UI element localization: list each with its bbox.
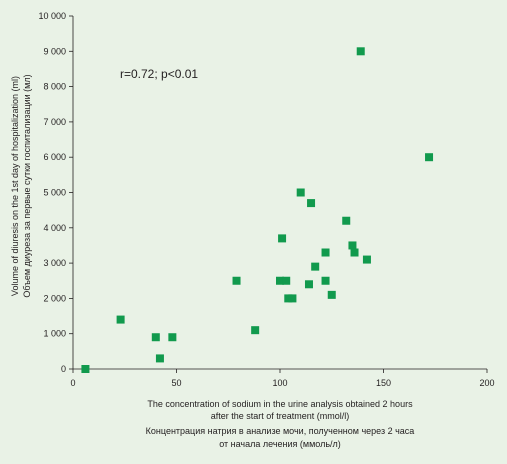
data-point xyxy=(288,294,297,303)
y-tick-label: 3 000 xyxy=(43,258,66,268)
y-tick-label: 6 000 xyxy=(43,152,66,162)
data-point xyxy=(321,248,330,257)
x-tick-label: 150 xyxy=(376,378,391,388)
data-point xyxy=(327,290,336,299)
data-point xyxy=(311,262,320,271)
data-point xyxy=(350,248,359,257)
x-axis-title-line-1: The concentration of sodium in the urine… xyxy=(147,399,413,409)
x-tick-label: 100 xyxy=(272,378,287,388)
y-axis-title-english: Volume of diuresis on the 1st day of hos… xyxy=(10,76,20,296)
data-point xyxy=(307,199,316,208)
x-axis-title-line-4: от начала лечения (ммоль/л) xyxy=(219,439,341,449)
data-point xyxy=(282,276,291,285)
y-axis-ticks: 0 1 000 2 000 3 000 4 000 5 000 6 000 7 000 8 00… xyxy=(38,11,73,374)
data-points xyxy=(81,47,434,373)
data-point xyxy=(232,276,241,285)
data-point xyxy=(155,354,164,363)
correlation-annotation: r=0.72; p<0.01 xyxy=(120,67,198,81)
x-axis-title: The concentration of sodium in the urine… xyxy=(146,399,415,449)
data-point xyxy=(276,276,284,285)
data-point xyxy=(356,47,365,56)
data-point xyxy=(425,153,434,162)
data-point xyxy=(278,234,287,243)
x-tick-label: 50 xyxy=(171,378,181,388)
y-tick-label: 0 xyxy=(61,364,66,374)
y-tick-label: 7 000 xyxy=(43,117,66,127)
y-tick-label: 1 000 xyxy=(43,329,66,339)
data-point xyxy=(362,255,371,264)
data-point xyxy=(168,333,177,342)
x-axis-title-line-2: after the start of treatment (mmol/l) xyxy=(211,411,350,421)
data-point xyxy=(348,241,357,250)
x-axis-ticks: 0 50 100 150 200 xyxy=(70,369,495,388)
x-tick-label: 0 xyxy=(70,378,75,388)
y-tick-label: 9 000 xyxy=(43,46,66,56)
data-point xyxy=(251,326,260,335)
y-axis-title-russian: Объем диуреза за первые сутки госпитализ… xyxy=(22,74,32,297)
y-tick-label: 8 000 xyxy=(43,82,66,92)
x-tick-label: 200 xyxy=(479,378,494,388)
data-point xyxy=(321,276,330,285)
data-point xyxy=(151,333,160,342)
y-tick-label: 5 000 xyxy=(43,188,66,198)
data-point xyxy=(296,188,305,197)
y-tick-label: 2 000 xyxy=(43,293,66,303)
x-axis-title-line-3: Концентрация натрия в анализе мочи, полу… xyxy=(146,426,415,436)
data-point xyxy=(304,280,313,289)
data-point xyxy=(284,294,293,303)
data-point xyxy=(81,365,90,373)
y-axis-title: Volume of diuresis on the 1st day of hos… xyxy=(10,74,32,297)
data-point xyxy=(342,216,351,225)
y-tick-label: 4 000 xyxy=(43,223,66,233)
y-tick-label: 10 000 xyxy=(38,11,66,21)
data-point xyxy=(116,315,125,324)
